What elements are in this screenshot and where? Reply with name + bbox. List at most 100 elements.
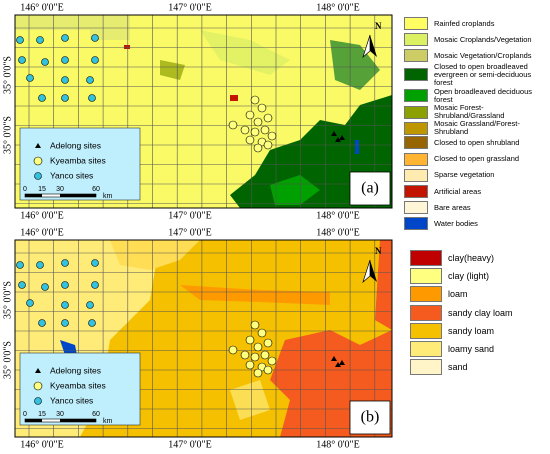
legend-label: loamy sand	[448, 344, 495, 354]
yanco-site	[88, 319, 96, 327]
legend-swatch	[404, 185, 428, 198]
legend-swatch	[404, 217, 428, 231]
scale-label: 15	[38, 411, 46, 418]
yanco-site	[16, 261, 24, 269]
legend-label: Closed to open broadleaved evergreen or …	[434, 61, 532, 87]
legend-entry: Mosaic Grassland/Forest-Shrubland	[404, 120, 546, 136]
yanco-site	[91, 56, 99, 64]
yanco-site	[26, 299, 34, 307]
kyeamba-site	[245, 360, 255, 370]
yanco-site	[41, 58, 49, 66]
north-arrow	[370, 35, 377, 57]
adelong-site	[335, 362, 341, 367]
legend-swatch	[410, 250, 442, 266]
y-coordinate-label: 35° 0'0"S	[2, 56, 13, 94]
legend-entry: sand	[410, 359, 550, 376]
x-coordinate-label: 147° 0'0"E	[168, 439, 212, 450]
legend-swatch	[404, 136, 428, 150]
x-coordinate-label: 146° 0'0"E	[20, 439, 64, 450]
legend-entry: Water bodies	[404, 217, 546, 231]
adelong-site	[331, 131, 337, 136]
legend-entry: Sparse vegetation	[404, 168, 546, 182]
legend-swatch	[404, 121, 428, 135]
kyeamba-site	[263, 338, 273, 348]
yanco-site	[61, 34, 69, 42]
kyeamba-site	[250, 95, 260, 105]
adelong-site	[339, 135, 345, 140]
legend-entry: Closed to open broadleaved evergreen or …	[404, 61, 546, 87]
scale-label: 30	[56, 186, 64, 193]
kyeamba-site	[260, 350, 270, 360]
kyeamba-site	[257, 328, 267, 338]
yanco-site	[16, 36, 24, 44]
north-arrow	[370, 260, 377, 282]
legend-entry: Open broadleaved deciduous forest	[404, 87, 546, 104]
scale-bar	[60, 194, 96, 197]
legend-entry: loamy sand	[410, 341, 550, 357]
kyeamba-site	[250, 352, 260, 362]
legend-entry: Mosaic Forest-Shrubland/Grassland	[404, 104, 546, 120]
kyeamba-symbol	[33, 381, 43, 391]
x-coordinate-label: 147° 0'0"E	[168, 227, 212, 238]
yanco-site	[91, 259, 99, 267]
scale-bar	[25, 419, 42, 422]
panel-label: (b)	[361, 409, 380, 426]
legend-entry: Bare areas	[404, 201, 546, 215]
kyeamba-site	[263, 140, 273, 150]
kyeamba-site	[250, 127, 260, 137]
yanco-site	[18, 56, 26, 64]
legend-label: Mosaic Forest-Shrubland/Grassland	[434, 103, 505, 120]
legend-swatch	[404, 152, 428, 166]
scale-unit: km	[103, 193, 113, 200]
kyeamba-symbol	[33, 156, 43, 166]
x-coordinate-label: 148° 0'0"E	[316, 2, 360, 13]
legend-entry: sandy clay loam	[410, 304, 550, 321]
legend-entry: clay(heavy)	[410, 250, 550, 266]
panel-label: (a)	[361, 180, 379, 197]
legend-label: Closed to open grassland	[434, 154, 520, 164]
legend-swatch	[404, 33, 428, 47]
kyeamba-site	[245, 135, 255, 145]
x-coordinate-label: 146° 0'0"E	[20, 210, 64, 221]
legend-label: clay (light)	[448, 271, 490, 282]
map-frame	[14, 239, 393, 438]
legend-entry: sandy loam	[410, 322, 550, 339]
scale-label: 30	[56, 411, 64, 418]
yanco-site	[36, 261, 44, 269]
legend-entry: Rainfed croplands	[404, 17, 546, 30]
adelong-site	[331, 356, 337, 361]
legend-swatch	[404, 105, 428, 119]
legend-swatch	[410, 286, 442, 303]
kyeamba-site	[253, 143, 263, 153]
scale-label: 0	[23, 411, 27, 418]
north-arrow	[362, 259, 371, 284]
yanco-site	[86, 301, 94, 309]
kyeamba-site	[245, 110, 255, 120]
legend-swatch	[404, 168, 428, 182]
legend-entry: Closed to open shrubland	[404, 136, 546, 150]
legend-label: clay(heavy)	[448, 253, 495, 263]
yanco-symbol	[34, 172, 42, 180]
kyeamba-site	[245, 335, 255, 345]
north-label: N	[375, 21, 382, 31]
scale-bar	[60, 419, 96, 422]
legend-label: Mosaic Croplands/Vegetation	[434, 34, 532, 44]
yanco-site	[38, 319, 46, 327]
adelong-site	[335, 137, 341, 142]
kyeamba-site	[250, 320, 260, 330]
legend-label: Artificial areas	[434, 186, 482, 196]
legend-swatch	[404, 201, 428, 215]
kyeamba-site	[253, 342, 263, 352]
x-coordinate-label: 147° 0'0"E	[168, 210, 212, 221]
legend-label: Water bodies	[434, 218, 478, 228]
kyeamba-site	[228, 120, 238, 130]
north-label: N	[375, 246, 382, 256]
panel-label-box	[349, 400, 391, 435]
legend-swatch	[410, 268, 442, 285]
legend-swatch	[404, 17, 428, 30]
x-coordinate-label: 148° 0'0"E	[316, 439, 360, 450]
legend-entry: Mosaic Vegetation/Croplands	[404, 49, 546, 63]
legend-label: Mosaic Vegetation/Croplands	[434, 50, 532, 60]
yanco-site	[86, 76, 94, 84]
